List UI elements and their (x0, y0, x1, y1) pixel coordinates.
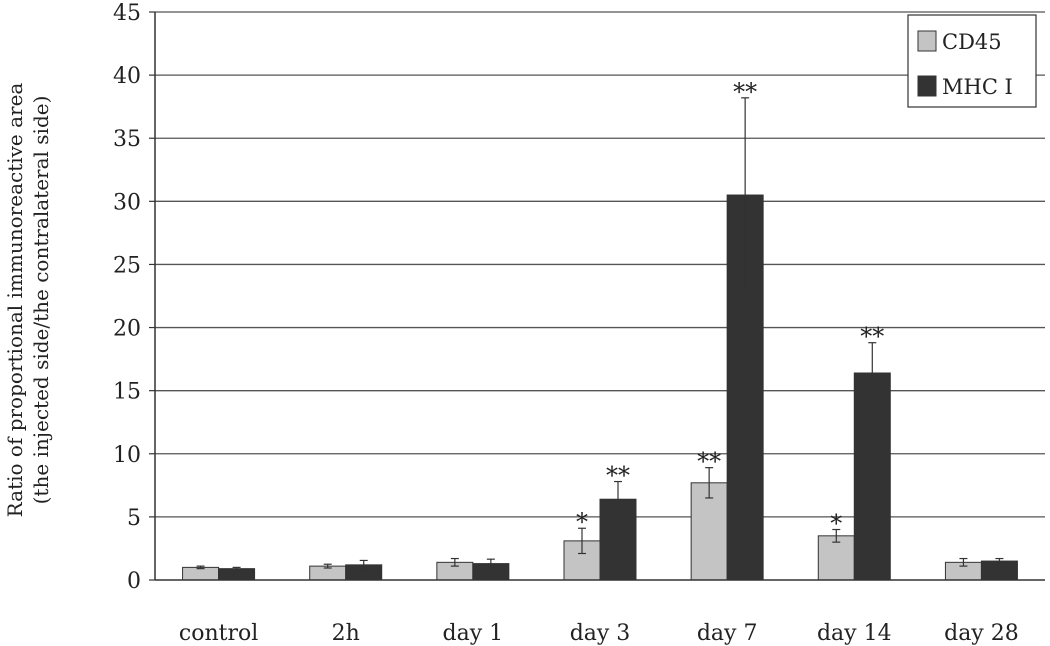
y-tick-label-0: 0 (127, 569, 141, 594)
y-tick-label-10: 10 (113, 443, 141, 468)
y-axis-title: Ratio of proportional immunoreactive are… (3, 83, 53, 518)
x-tick-label-2h: 2h (332, 621, 360, 646)
bar-cd45-control (182, 566, 220, 581)
legend-swatch-mhc-i (917, 75, 937, 97)
y-axis-title-line-2: (the injected side/the contralateral sid… (29, 96, 53, 505)
significance-cd45-day-7: ** (697, 448, 721, 476)
significance-mhc-i-day-7: ** (733, 78, 757, 106)
x-tick-label-day-7: day 7 (697, 621, 758, 646)
y-tick-label-5: 5 (127, 506, 141, 531)
bars (182, 97, 1018, 581)
y-tick-label-15: 15 (113, 380, 141, 405)
bar-cd45-day-7 (690, 482, 728, 581)
y-tick-label-20: 20 (113, 317, 141, 342)
legend-label-cd45: CD45 (942, 30, 1002, 54)
y-tick-label-45: 45 (113, 1, 141, 26)
legend-label-mhc-i: MHC I (942, 75, 1013, 99)
y-tick-label-30: 30 (113, 190, 141, 215)
y-tick-label-40: 40 (113, 64, 141, 89)
y-tick-label-25: 25 (113, 253, 141, 278)
significance-mhc-i-day-3: ** (606, 462, 630, 490)
x-tick-label-day-3: day 3 (570, 621, 631, 646)
x-tick-label-day-1: day 1 (443, 621, 504, 646)
x-tick-label-day-28: day 28 (944, 621, 1019, 646)
legend: CD45 MHC I (907, 14, 1037, 108)
bar-mhc-i-day-14 (853, 372, 891, 581)
significance-cd45-day-14: * (830, 510, 842, 538)
legend-swatch-cd45 (917, 30, 937, 52)
y-axis-title-line-1: Ratio of proportional immunoreactive are… (3, 83, 27, 518)
significance-cd45-day-3: * (576, 508, 588, 536)
axes (149, 11, 1045, 581)
significance-mhc-i-day-14: ** (860, 323, 884, 351)
gridlines (155, 11, 1045, 518)
x-tick-label-control: control (179, 621, 258, 646)
y-tick-label-35: 35 (113, 127, 141, 152)
x-tick-label-day-14: day 14 (817, 621, 892, 646)
bar-cd45-day-14 (817, 535, 855, 581)
